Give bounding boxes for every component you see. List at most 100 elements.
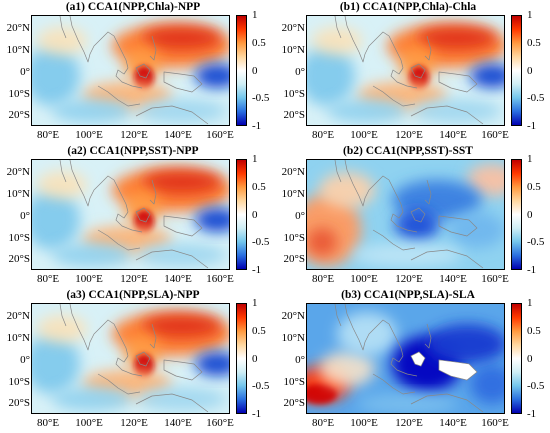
map-area <box>31 15 230 126</box>
landmass <box>410 351 426 367</box>
longitude-label: 140°E <box>164 273 192 285</box>
latitude-label: 10°S <box>283 376 305 388</box>
negative-anomaly <box>449 212 504 248</box>
longitude-label: 100°E <box>75 417 103 429</box>
longitude-label: 140°E <box>439 129 467 141</box>
latitude-label: 0° <box>295 210 305 222</box>
longitude-label: 160°E <box>206 129 234 141</box>
negative-anomaly <box>195 64 229 88</box>
coastline <box>115 67 143 89</box>
latitude-label: 0° <box>20 66 30 78</box>
map-area <box>306 303 505 414</box>
map-panel-a1: (a1) CCA1(NPP,Chla)-NPP 20°N 10°N 0° 10°S 20°… <box>0 1 275 145</box>
colorbar-tick-label: 0.5 <box>252 180 266 193</box>
coastline <box>344 160 404 213</box>
latitude-label: 20°S <box>8 109 30 121</box>
latitude-label: 10°N <box>281 188 305 200</box>
latitude-label: 10°S <box>283 232 305 244</box>
map-field <box>307 304 504 413</box>
latitude-label: 10°S <box>8 232 30 244</box>
positive-anomaly <box>37 171 87 199</box>
colorbar-tick-label: 0 <box>252 352 258 365</box>
coastline <box>69 304 129 357</box>
longitude-label: 160°E <box>206 417 234 429</box>
colorbar-tick-label: -0.5 <box>252 92 270 105</box>
positive-anomaly <box>142 314 222 338</box>
coastline <box>59 304 67 327</box>
latitude-label: 20°S <box>283 253 305 265</box>
latitude-label: 20°N <box>6 310 30 322</box>
colorbar-tick-label: -0.5 <box>252 380 270 393</box>
colorbar-tick-label: -1 <box>527 408 537 420</box>
latitude-label: 10°N <box>6 332 30 344</box>
longitude-label: 160°E <box>481 129 509 141</box>
latitude-label: 20°S <box>283 397 305 409</box>
longitude-label: 80°E <box>36 417 60 429</box>
longitude-label: 140°E <box>439 273 467 285</box>
positive-anomaly <box>37 315 87 343</box>
map-panel-b2: (b2) CCA1(NPP,SST)-SST 20°N 10°N 0° 10°S 20°S… <box>275 145 550 289</box>
panel-title: (b3) CCA1(NPP,SLA)-SLA <box>341 289 475 301</box>
latitude-label: 10°S <box>283 88 305 100</box>
negative-anomaly <box>195 352 229 376</box>
negative-anomaly <box>137 387 227 411</box>
map-panel-a3: (a3) CCA1(NPP,SLA)-NPP 20°N 10°N 0° 10°S 20°S… <box>0 289 275 433</box>
longitude-label: 80°E <box>36 273 60 285</box>
coastline <box>390 211 418 233</box>
panel-title: (b1) CCA1(NPP,Chla)-Chla <box>339 1 477 13</box>
negative-anomaly <box>470 364 504 404</box>
colorbar-tick-label: -1 <box>252 120 262 132</box>
negative-anomaly <box>357 394 457 413</box>
coastline <box>149 179 157 205</box>
negative-anomaly <box>32 334 80 394</box>
negative-anomaly <box>427 324 504 364</box>
coastline <box>438 215 478 237</box>
latitude-label: 20°S <box>8 253 30 265</box>
colorbar-tick-label: 0 <box>527 208 533 221</box>
latitude-label: 20°N <box>6 22 30 34</box>
colorbar-tick-label: -0.5 <box>527 380 545 393</box>
coastline <box>334 304 342 327</box>
coastline <box>135 249 209 269</box>
negative-anomaly <box>395 209 439 241</box>
colorbar-tick-label: -0.5 <box>527 92 545 105</box>
negative-anomaly <box>137 243 227 267</box>
colorbar-tick-label: 0.5 <box>527 180 541 193</box>
longitude-label: 80°E <box>311 417 335 429</box>
colorbar-tick-label: 0 <box>527 352 533 365</box>
panel-title: (a3) CCA1(NPP,SLA)-NPP <box>66 289 200 301</box>
coastline <box>97 373 141 395</box>
latitude-label: 20°N <box>281 310 305 322</box>
colorbar-tick-label: 1 <box>252 9 258 21</box>
positive-anomaly <box>417 26 497 50</box>
colorbar <box>511 159 522 270</box>
positive-anomaly <box>312 27 362 55</box>
negative-anomaly <box>32 46 80 106</box>
coastline <box>424 179 432 205</box>
colorbar-tick-label: 0.5 <box>527 36 541 49</box>
latitude-label: 10°N <box>6 44 30 56</box>
latitude-label: 0° <box>295 354 305 366</box>
colorbar <box>236 15 247 126</box>
map-area <box>306 15 505 126</box>
positive-anomaly <box>142 170 222 194</box>
colorbar-tick-label: 0.5 <box>252 324 266 337</box>
panel-title: (b2) CCA1(NPP,SST)-SST <box>343 145 473 157</box>
longitude-label: 120°E <box>120 129 148 141</box>
longitude-label: 80°E <box>311 129 335 141</box>
coastline <box>163 71 203 93</box>
colorbar-tick-label: -1 <box>527 264 537 276</box>
negative-anomaly <box>470 64 504 88</box>
coastline <box>424 323 432 349</box>
longitude-label: 120°E <box>120 417 148 429</box>
coastline <box>334 16 342 39</box>
positive-anomaly <box>319 351 375 387</box>
colorbar-tick-label: 1 <box>527 9 533 21</box>
panel-title: (a2) CCA1(NPP,SST)-NPP <box>67 145 199 157</box>
longitude-label: 100°E <box>350 129 378 141</box>
coastline <box>410 105 484 125</box>
colorbar <box>236 159 247 270</box>
coastline <box>163 359 203 381</box>
coastline <box>372 373 416 395</box>
negative-anomaly <box>137 99 227 123</box>
